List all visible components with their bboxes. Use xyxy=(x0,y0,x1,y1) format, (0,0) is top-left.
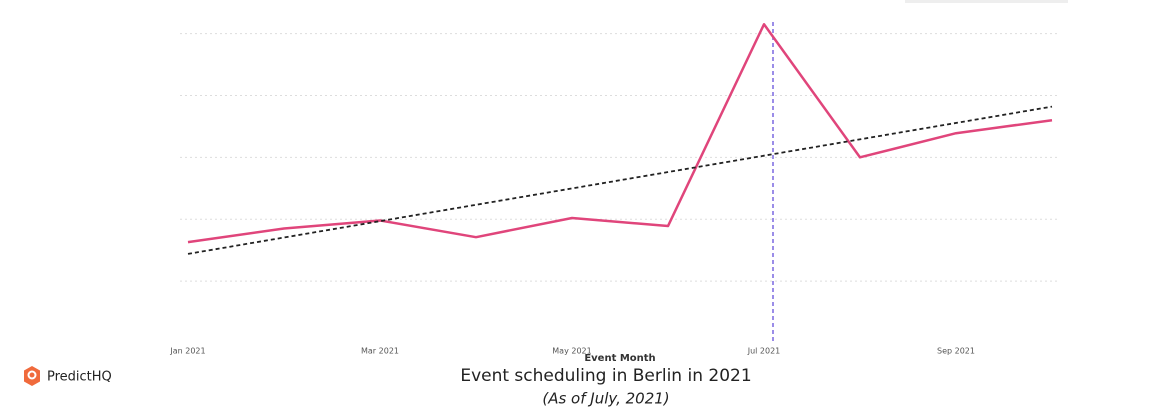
data-line xyxy=(187,23,1053,244)
chart-subtitle: (As of July, 2021) xyxy=(542,390,669,407)
chart-title: Event scheduling in Berlin in 2021 xyxy=(460,366,751,386)
x-tick-label: May 2021 xyxy=(552,347,591,356)
x-tick-label: Jul 2021 xyxy=(747,347,781,356)
brand-name: PredictHQ xyxy=(47,370,112,385)
logo-icon xyxy=(24,366,40,386)
x-axis-label: Event Month xyxy=(584,353,655,364)
logo: PredictHQ xyxy=(24,366,112,386)
logo-pin xyxy=(27,370,37,380)
toolbar-strip xyxy=(905,0,1068,3)
x-tick-label: Jan 2021 xyxy=(169,347,205,356)
x-tick-label: Sep 2021 xyxy=(937,347,975,356)
x-tick-label: Mar 2021 xyxy=(361,347,399,356)
trend-line xyxy=(187,105,1053,255)
